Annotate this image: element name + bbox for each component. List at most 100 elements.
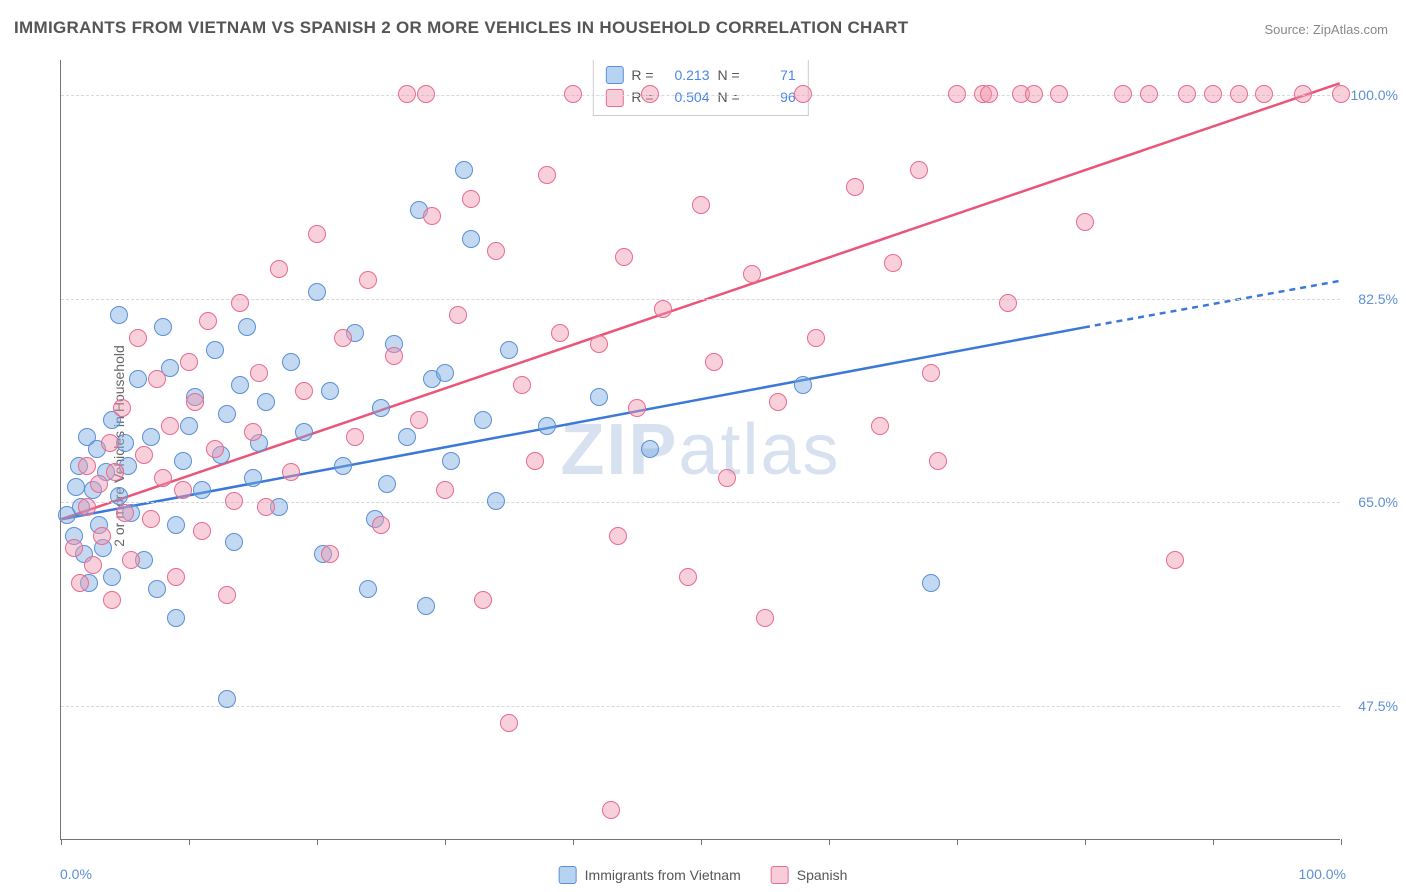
x-tick (957, 839, 958, 845)
data-point (455, 161, 473, 179)
gridline (61, 706, 1340, 707)
x-tick (701, 839, 702, 845)
data-point (1076, 213, 1094, 231)
r-value-series2: 0.504 (662, 86, 710, 108)
data-point (910, 161, 928, 179)
data-point (103, 591, 121, 609)
data-point (167, 568, 185, 586)
data-point (80, 574, 98, 592)
data-point (654, 300, 672, 318)
x-tick (1341, 839, 1342, 845)
data-point (122, 551, 140, 569)
y-tick-label: 65.0% (1358, 494, 1398, 510)
watermark: ZIPatlas (560, 409, 840, 491)
legend-swatch-series1 (605, 66, 623, 84)
data-point (103, 411, 121, 429)
data-point (590, 335, 608, 353)
data-point (590, 388, 608, 406)
trendline (61, 83, 1339, 519)
data-point (743, 265, 761, 283)
y-tick-label: 47.5% (1358, 698, 1398, 714)
data-point (67, 478, 85, 496)
x-axis-max-label: 100.0% (1299, 866, 1346, 882)
data-point (372, 516, 390, 534)
x-tick (61, 839, 62, 845)
data-point (436, 364, 454, 382)
data-point (65, 539, 83, 557)
data-point (174, 481, 192, 499)
r-value-series1: 0.213 (662, 64, 710, 86)
data-point (871, 417, 889, 435)
data-point (71, 574, 89, 592)
data-point (538, 166, 556, 184)
data-point (148, 370, 166, 388)
data-point (321, 545, 339, 563)
data-point (231, 294, 249, 312)
data-point (103, 568, 121, 586)
data-point (385, 335, 403, 353)
data-point (65, 527, 83, 545)
data-point (423, 370, 441, 388)
plot-area: ZIPatlas R = 0.213 N = 71 R = 0.504 N = … (60, 60, 1340, 840)
data-point (90, 475, 108, 493)
x-tick (1085, 839, 1086, 845)
data-point (84, 556, 102, 574)
x-tick (1213, 839, 1214, 845)
data-point (161, 417, 179, 435)
data-point (385, 347, 403, 365)
data-point (462, 190, 480, 208)
data-point (78, 498, 96, 516)
source-attribution: Source: ZipAtlas.com (1264, 22, 1388, 37)
data-point (119, 457, 137, 475)
data-point (346, 324, 364, 342)
data-point (359, 271, 377, 289)
data-point (366, 510, 384, 528)
gridline (61, 502, 1340, 503)
data-point (94, 539, 112, 557)
data-point (167, 516, 185, 534)
n-value-series1: 71 (748, 64, 796, 86)
data-point (93, 527, 111, 545)
data-point (602, 801, 620, 819)
data-point (135, 446, 153, 464)
x-tick (573, 839, 574, 845)
legend-row-series2: R = 0.504 N = 96 (605, 86, 795, 108)
data-point (180, 353, 198, 371)
data-point (84, 481, 102, 499)
data-point (769, 393, 787, 411)
legend-swatch-series1-icon (559, 866, 577, 884)
data-point (628, 399, 646, 417)
data-point (199, 312, 217, 330)
data-point (58, 506, 76, 524)
legend-swatch-series2 (605, 89, 623, 107)
data-point (692, 196, 710, 214)
data-point (186, 388, 204, 406)
data-point (212, 446, 230, 464)
data-point (193, 522, 211, 540)
data-point (487, 242, 505, 260)
data-point (807, 329, 825, 347)
data-point (410, 411, 428, 429)
data-point (161, 359, 179, 377)
data-point (154, 318, 172, 336)
data-point (372, 399, 390, 417)
trendline (61, 327, 1084, 519)
data-point (1166, 551, 1184, 569)
data-point (129, 370, 147, 388)
data-point (346, 428, 364, 446)
data-point (295, 382, 313, 400)
data-point (206, 341, 224, 359)
data-point (794, 376, 812, 394)
data-point (526, 452, 544, 470)
data-point (474, 411, 492, 429)
gridline (61, 299, 1340, 300)
data-point (174, 452, 192, 470)
data-point (257, 498, 275, 516)
x-tick (829, 839, 830, 845)
data-point (238, 318, 256, 336)
data-point (884, 254, 902, 272)
data-point (180, 417, 198, 435)
data-point (922, 364, 940, 382)
data-point (999, 294, 1017, 312)
data-point (513, 376, 531, 394)
